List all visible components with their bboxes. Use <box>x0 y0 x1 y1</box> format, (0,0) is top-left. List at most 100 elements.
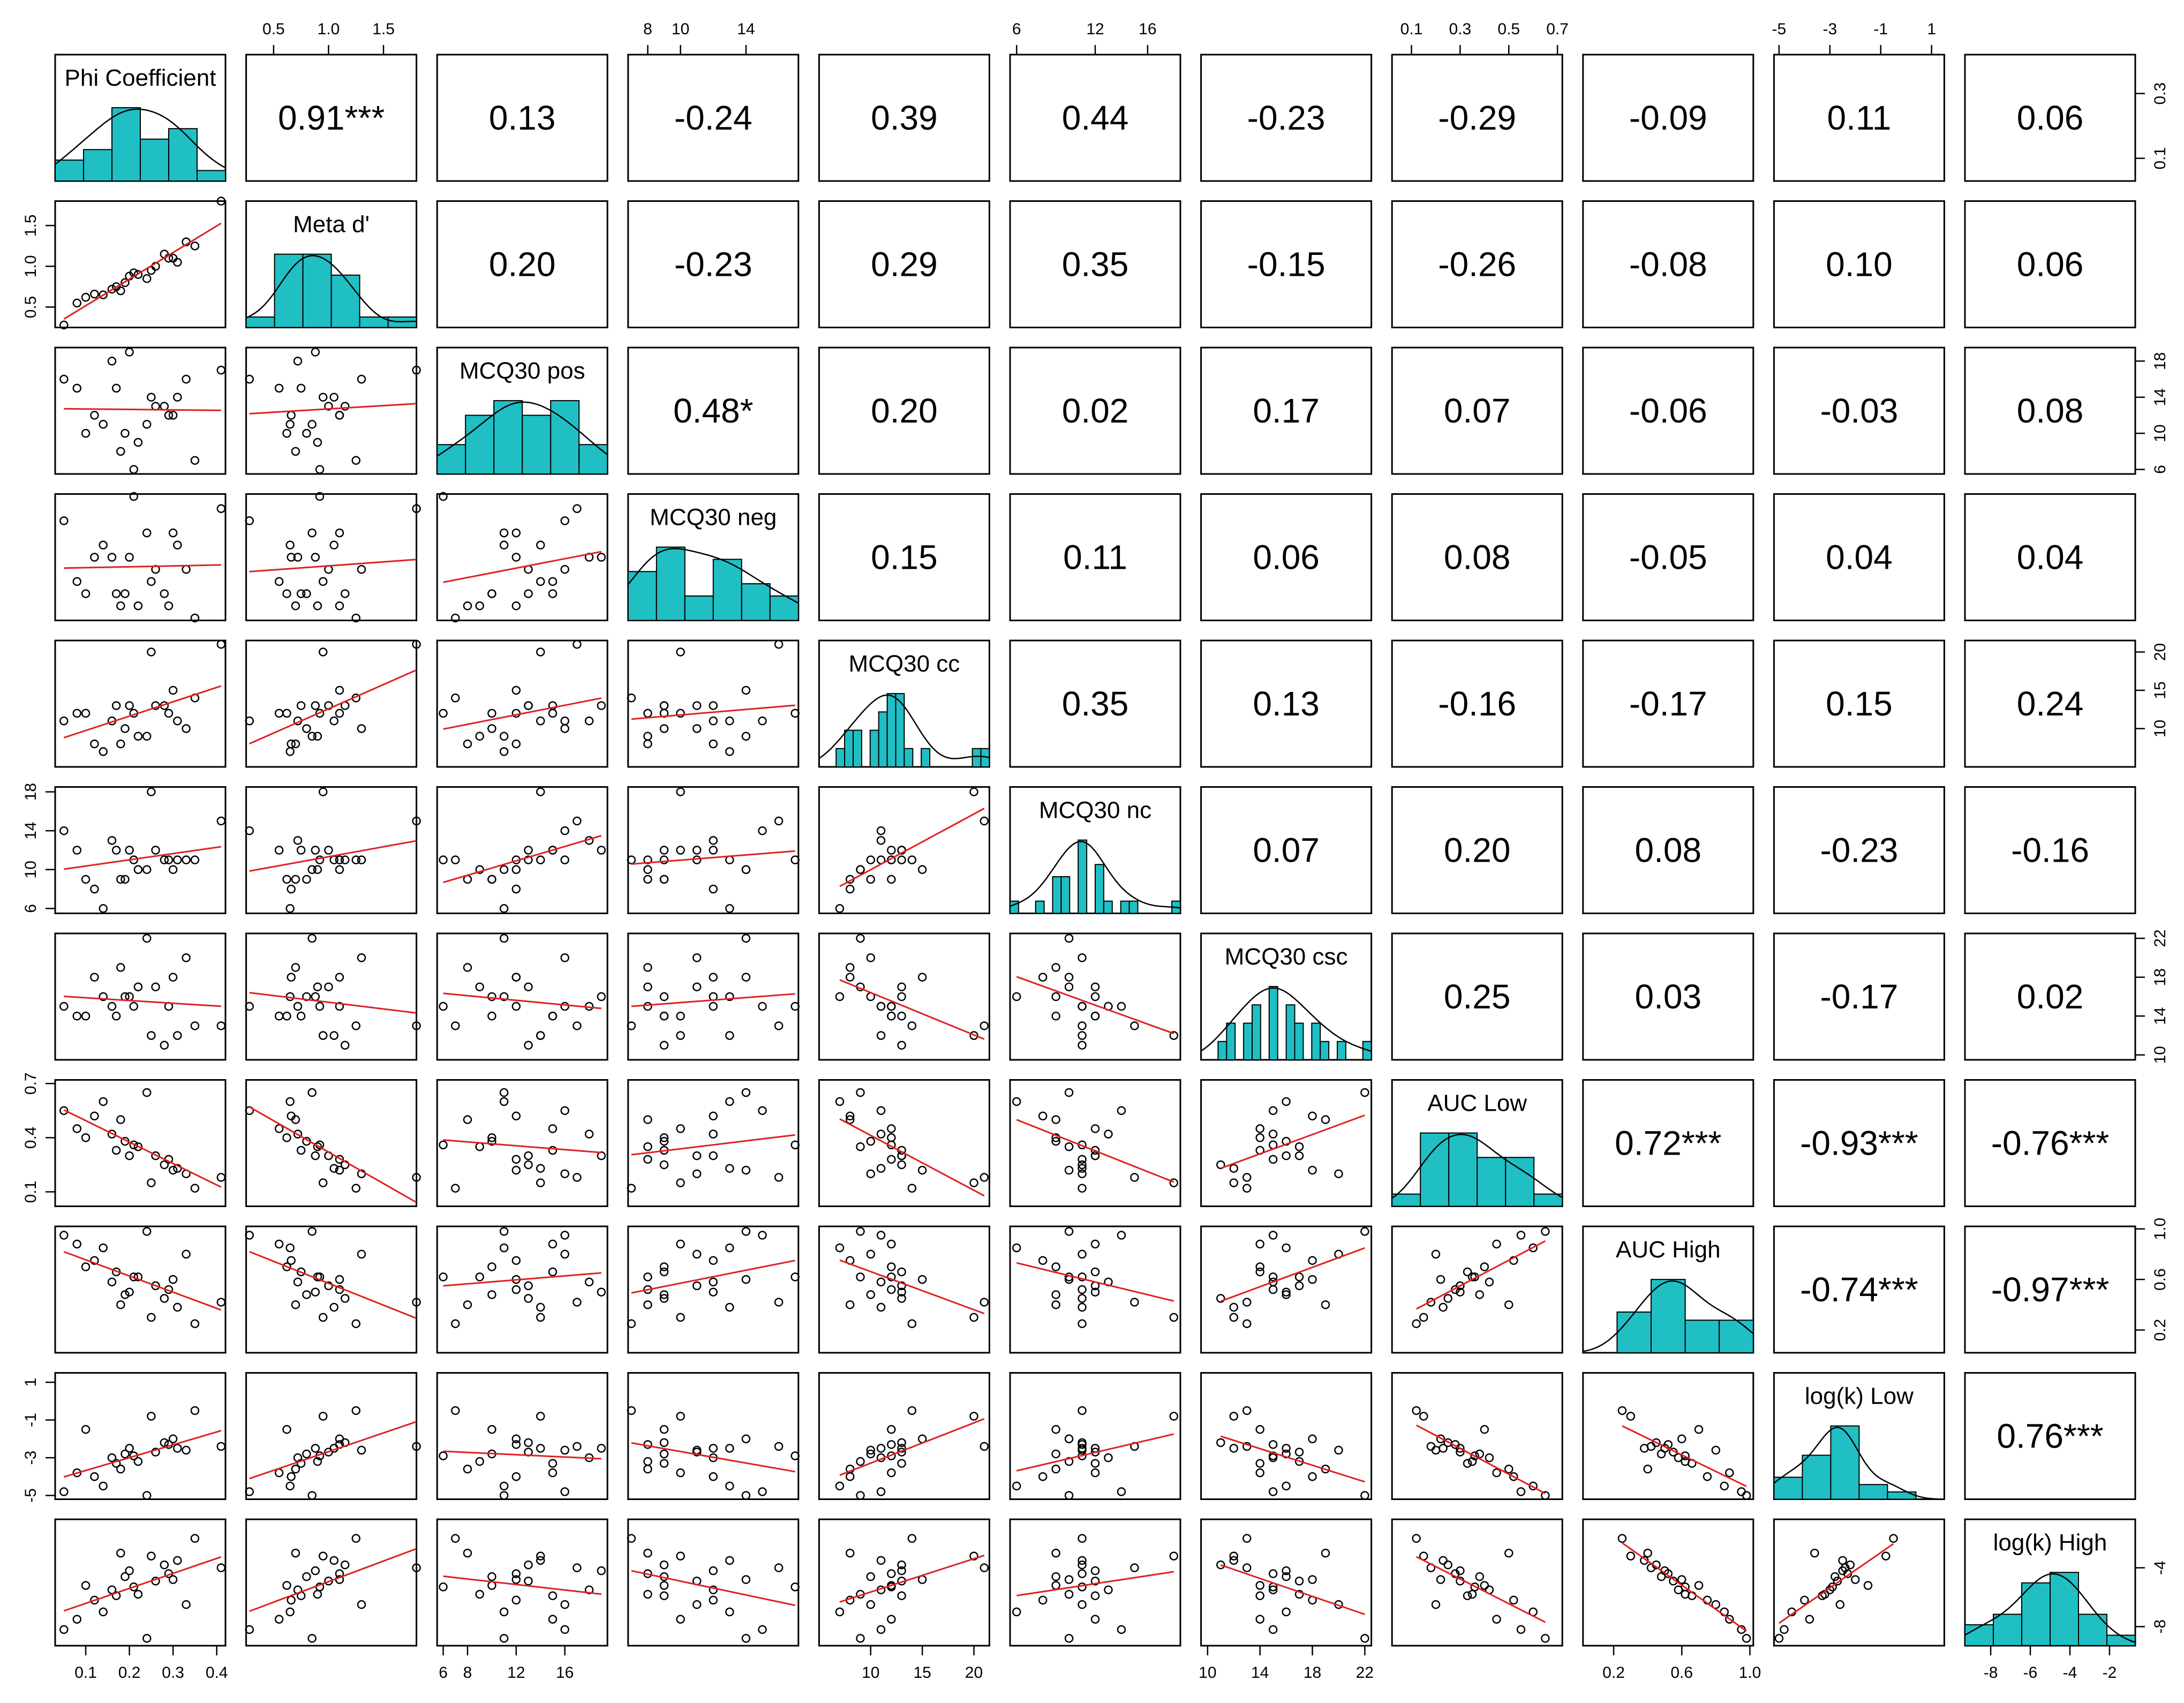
panel-frame <box>1773 346 1945 475</box>
scatter-point <box>1051 1548 1060 1558</box>
scatter-point <box>536 540 545 550</box>
scatter-point <box>917 865 927 875</box>
histogram-bar <box>921 748 931 768</box>
scatter-point <box>164 411 174 420</box>
scatter-point <box>1412 1406 1421 1415</box>
scatter-point <box>643 1001 652 1011</box>
scatter-point <box>907 855 917 864</box>
panel-frame <box>1200 1079 1373 1207</box>
scatter-point <box>560 1600 569 1609</box>
scatter-point <box>1881 1551 1891 1561</box>
scatter-point <box>173 393 182 402</box>
scatter-point <box>536 1031 545 1040</box>
scatter-point <box>351 613 361 623</box>
scatter-point <box>287 411 296 420</box>
scatter-point <box>296 846 306 855</box>
scatter-point <box>72 846 82 855</box>
scatter-point <box>1528 1481 1538 1491</box>
regression-line <box>1220 1435 1365 1483</box>
scatter-point <box>709 1472 718 1481</box>
scatter-point <box>340 1560 350 1570</box>
tick-label: 1.0 <box>318 20 340 38</box>
scatter-point <box>709 1566 718 1576</box>
density-curve <box>1773 1427 1945 1500</box>
panel-r8-c5 <box>1009 1225 1181 1354</box>
scatter-point <box>168 685 178 695</box>
scatter-point <box>1541 1634 1550 1643</box>
scatter-point <box>1308 1472 1317 1481</box>
scatter-point <box>709 973 718 982</box>
scatter-point <box>475 1142 484 1151</box>
scatter-point <box>536 787 545 796</box>
regression-line <box>249 1548 417 1612</box>
scatter-point <box>1078 1294 1087 1303</box>
correlation-value: 0.07 <box>1444 391 1511 430</box>
panel-r3-c3: MCQ30 neg <box>627 493 800 621</box>
scatter-point <box>709 1151 718 1161</box>
scatter-point <box>511 1472 521 1481</box>
panel-r6-c9: -0.17 <box>1773 932 1945 1061</box>
scatter-point <box>111 1012 121 1021</box>
scatter-point <box>741 1491 751 1500</box>
scatter-point <box>274 1124 284 1133</box>
scatter-point <box>659 1449 669 1459</box>
scatter-point <box>142 865 152 875</box>
scatter-point <box>536 1412 545 1421</box>
scatter-point <box>856 1088 865 1097</box>
panel-frame <box>1391 1225 1563 1354</box>
panel-frame <box>54 932 227 1061</box>
regression-line <box>443 1575 602 1595</box>
scatter-point <box>659 1294 669 1303</box>
scatter-point <box>1308 1111 1317 1121</box>
panel-r4-c7: -0.16 <box>1391 639 1563 768</box>
tick-label: 8 <box>463 1664 472 1682</box>
correlation-value: 0.08 <box>1635 831 1702 870</box>
variable-label: log(k) Low <box>1805 1383 1914 1410</box>
scatter-point <box>536 647 545 657</box>
scatter-point <box>597 1566 606 1576</box>
scatter-point <box>692 846 702 855</box>
panel-r6-c6: MCQ30 csc <box>1200 932 1373 1061</box>
panel-r9-c3 <box>627 1372 800 1500</box>
scatter-point <box>59 1001 69 1011</box>
scatter-point <box>1480 1425 1489 1434</box>
histogram-bar <box>1887 1491 1917 1500</box>
histogram-bar <box>55 159 84 182</box>
scatter-point <box>1833 1577 1842 1586</box>
tick-label: -3 <box>22 1451 40 1465</box>
scatter-point <box>856 1272 865 1282</box>
panel-r7-c5 <box>1009 1079 1181 1207</box>
scatter-point <box>573 1021 582 1030</box>
scatter-point <box>980 1021 989 1030</box>
panel-r9-c7 <box>1391 1372 1563 1500</box>
scatter-point <box>99 540 108 550</box>
panel-frame <box>818 200 990 328</box>
scatter-point <box>627 1319 636 1328</box>
scatter-point <box>1463 1591 1472 1600</box>
panel-frame <box>1773 1518 1945 1647</box>
panel-frame <box>1582 1518 1754 1647</box>
tick-label: -8 <box>1984 1664 1998 1682</box>
scatter-point <box>302 428 311 438</box>
scatter-point <box>1282 1566 1291 1576</box>
scatter-point <box>293 553 303 562</box>
scatter-point <box>643 732 652 741</box>
scatter-point <box>313 1457 322 1466</box>
scatter-point <box>1169 1031 1179 1040</box>
correlation-value: -0.16 <box>2011 831 2089 870</box>
panel-r1-c4: 0.29 <box>818 200 990 328</box>
tick-label: 18 <box>1304 1664 1321 1682</box>
scatter-point <box>72 298 82 308</box>
panel-r6-c7: 0.25 <box>1391 932 1563 1061</box>
scatter-point <box>1051 1115 1060 1124</box>
panel-r2-c0 <box>54 346 227 475</box>
scatter-point <box>81 1012 91 1021</box>
scatter-point <box>659 846 669 855</box>
scatter-point <box>313 1142 322 1151</box>
scatter-point <box>876 1031 886 1040</box>
correlation-value: -0.74*** <box>1800 1270 1918 1309</box>
tick-label: 1.0 <box>1739 1664 1761 1682</box>
scatter-point <box>59 826 69 835</box>
panel-r4-c0 <box>54 639 227 768</box>
scatter-point <box>1282 1243 1291 1253</box>
